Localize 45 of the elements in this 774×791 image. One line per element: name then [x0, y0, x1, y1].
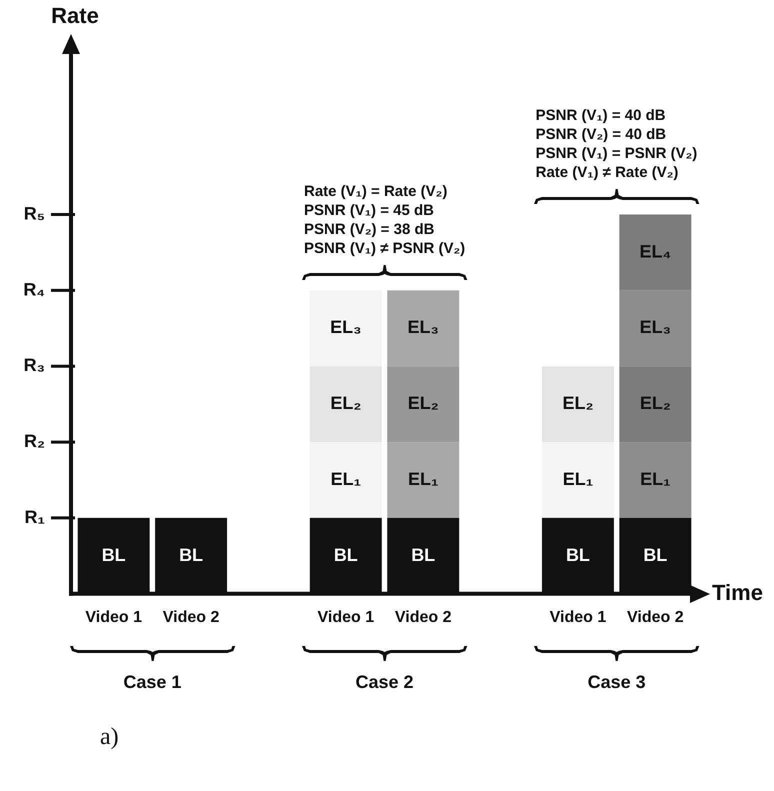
text: Case 3 — [588, 672, 646, 693]
series-label: EL₄ — [640, 241, 672, 262]
text: a) — [100, 724, 119, 751]
text: BL — [643, 544, 668, 565]
x-tick-label: Video 1 — [550, 608, 606, 626]
bar — [387, 366, 460, 442]
bar — [542, 366, 614, 442]
text: R₁ — [24, 506, 45, 527]
text: BL — [179, 544, 204, 565]
text: EL₂ — [640, 393, 671, 414]
text: BL — [411, 544, 436, 565]
text: EL₂ — [330, 393, 362, 414]
bar — [542, 442, 614, 518]
x-tick-label: Video 2 — [394, 608, 452, 626]
text: EL₂ — [408, 393, 439, 414]
series-label: BL — [566, 544, 590, 565]
x-axis-title: Time — [712, 580, 763, 605]
text: EL₃ — [408, 317, 439, 338]
text: EL₁ — [640, 468, 671, 489]
text: Case 1 — [123, 672, 182, 693]
series-label: EL₁ — [330, 468, 362, 489]
text: EL₃ — [330, 317, 362, 338]
text: PSNR (V₁) = 40 dB PSNR (V₂) = 40 dB PSNR (V₁) = PSNR (V₂) Rate (V₁) ≠ Rate (V₂) — [536, 106, 698, 182]
bar — [310, 442, 382, 518]
x-tick-label: Video 2 — [162, 608, 220, 626]
text: R₅ — [24, 203, 45, 224]
bar — [310, 366, 382, 442]
text: EL₁ — [408, 468, 438, 489]
series-label: EL₂ — [562, 393, 594, 414]
text: R₄ — [23, 279, 45, 300]
text: BL — [334, 544, 358, 565]
series-label: EL₃ — [640, 317, 671, 338]
x-tick-label: Video 1 — [85, 608, 142, 626]
text: EL₁ — [562, 468, 594, 489]
x-tick-label: Video 1 — [318, 608, 374, 626]
bar — [619, 214, 692, 290]
text: R₃ — [24, 355, 45, 376]
bar — [619, 290, 692, 366]
x-tick-label: Video 2 — [627, 608, 684, 626]
text: Rate — [51, 3, 99, 28]
bar — [387, 290, 460, 366]
text: Case 2 — [356, 672, 414, 693]
text: R₂ — [24, 431, 45, 452]
annotation: Rate (V₁) = Rate (V₂) PSNR (V₁) = 45 dB PSNR (V₂) = 38 dB PSNR (V₁) ≠ PSNR (V₂) — [304, 182, 466, 258]
text: BL — [102, 544, 126, 565]
